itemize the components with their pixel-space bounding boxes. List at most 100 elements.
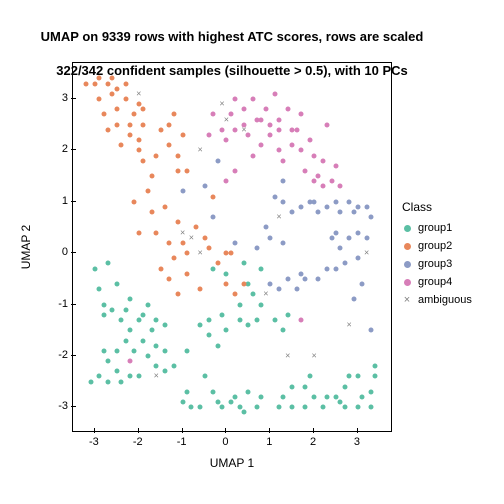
legend-label: group3 [418,258,452,270]
data-point [119,317,124,322]
data-point: × [347,321,352,330]
data-point [307,374,312,379]
data-point [246,389,251,394]
data-point [281,395,286,400]
data-point [298,317,303,322]
data-point [334,266,339,271]
data-point [347,235,352,240]
legend-title: Class [402,200,472,214]
data-point [184,271,189,276]
data-point [167,240,172,245]
data-point [237,405,242,410]
data-point [312,179,317,184]
data-point [307,138,312,143]
dot-icon [402,241,412,251]
data-point [281,240,286,245]
data-point [298,148,303,153]
data-point [233,395,238,400]
data-point [303,168,308,173]
data-point [145,353,150,358]
data-point [272,317,277,322]
data-point [163,204,168,209]
legend-label: group1 [418,222,452,234]
data-point [198,405,203,410]
data-point [369,405,374,410]
data-point [259,117,264,122]
data-point: × [364,249,369,258]
data-point [220,312,225,317]
plot-area: ××××××××××××××× [72,62,392,432]
data-point: × [285,351,290,360]
legend-item: × ambiguous [402,292,472,308]
data-point [97,76,102,81]
legend: Class group1group2group3group4×ambiguous [402,200,472,310]
data-point [325,204,330,209]
data-point [298,112,303,117]
data-point [233,96,238,101]
data-point [355,374,360,379]
data-point [84,81,89,86]
data-point [114,122,119,127]
y-axis-ticks: -3-2-10123 [42,62,70,432]
data-point [180,189,185,194]
data-point [325,266,330,271]
data-point [325,122,330,127]
data-point [184,168,189,173]
legend-item: group4 [402,274,472,290]
data-point [127,374,132,379]
data-point [338,184,343,189]
x-tick-label: -2 [133,436,143,448]
x-marker-icon: × [402,295,412,305]
data-point [233,240,238,245]
legend-label: ambiguous [418,294,472,306]
data-point [246,323,251,328]
data-point [154,364,159,369]
data-point [303,384,308,389]
data-point [127,359,132,364]
data-point [329,235,334,240]
data-point [347,374,352,379]
data-point [373,364,378,369]
data-point [268,122,273,127]
data-point [149,328,154,333]
data-point [114,369,119,374]
data-point [294,127,299,132]
data-point [268,132,273,137]
data-point [97,374,102,379]
data-point [211,194,216,199]
legend-item: group3 [402,256,472,272]
x-tick-label: 0 [222,436,228,448]
data-point [127,122,132,127]
data-point [360,395,365,400]
data-point [338,246,343,251]
data-point [355,405,360,410]
data-point [132,199,137,204]
data-point [145,302,150,307]
data-point [163,348,168,353]
data-point [316,276,321,281]
data-point [233,168,238,173]
data-point [198,323,203,328]
data-point [281,158,286,163]
y-tick-label: -1 [58,298,68,310]
data-point [119,143,124,148]
data-point [141,312,146,317]
data-point [285,276,290,281]
y-tick-label: -3 [58,400,68,412]
data-point [158,266,163,271]
data-point [298,204,303,209]
data-point [364,204,369,209]
data-point [180,400,185,405]
data-point [228,112,233,117]
data-point [163,369,168,374]
data-point [180,132,185,137]
data-point [101,112,106,117]
data-point [215,400,220,405]
data-point [342,261,347,266]
y-tick-label: 0 [62,246,68,258]
data-point [106,127,111,132]
data-point [272,91,277,96]
data-point [123,81,128,86]
data-point [141,122,146,127]
data-point: × [197,249,202,258]
